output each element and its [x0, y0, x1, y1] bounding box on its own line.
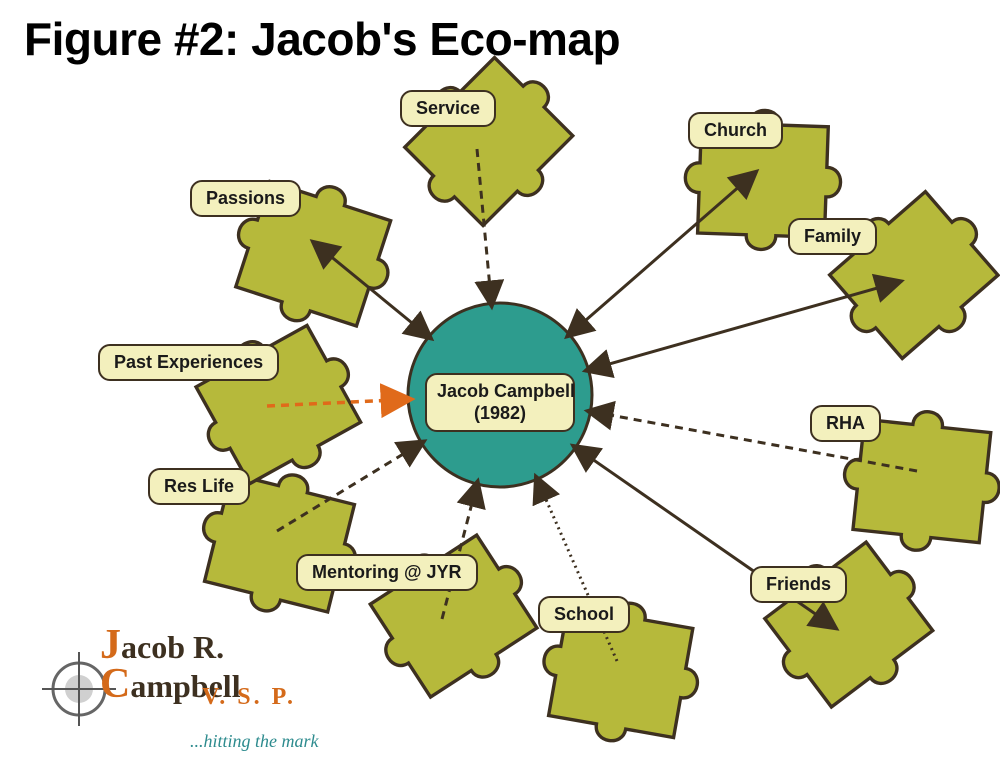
- center-label: Jacob Campbell(1982): [425, 373, 575, 432]
- puzzle-piece-icon: [810, 172, 1000, 379]
- connector-church: [566, 171, 757, 337]
- node-label-pastexp: Past Experiences: [98, 344, 279, 381]
- logo-vsp: V. S. P.: [202, 684, 296, 711]
- node-label-service: Service: [400, 90, 496, 127]
- puzzle-piece-icon: [351, 515, 557, 716]
- ecomap-figure: Figure #2: Jacob's Eco-map Jacob Campbel…: [0, 0, 1000, 768]
- node-label-passions: Passions: [190, 180, 301, 217]
- footer-logo: Jacob R. Campbell V. S. P. ...hitting th…: [40, 618, 360, 738]
- logo-cap-2: C: [100, 661, 130, 707]
- logo-tagline: ...hitting the mark: [190, 731, 319, 752]
- puzzle-piece-icon: [745, 522, 953, 726]
- node-label-rha: RHA: [810, 405, 881, 442]
- node-label-friends: Friends: [750, 566, 847, 603]
- node-label-school: School: [538, 596, 630, 633]
- node-label-mentoring: Mentoring @ JYR: [296, 554, 478, 591]
- node-label-family: Family: [788, 218, 877, 255]
- node-label-church: Church: [688, 112, 783, 149]
- logo-rest-1: acob R.: [121, 629, 224, 665]
- node-label-reslife: Res Life: [148, 468, 250, 505]
- puzzle-piece-icon: [385, 37, 593, 245]
